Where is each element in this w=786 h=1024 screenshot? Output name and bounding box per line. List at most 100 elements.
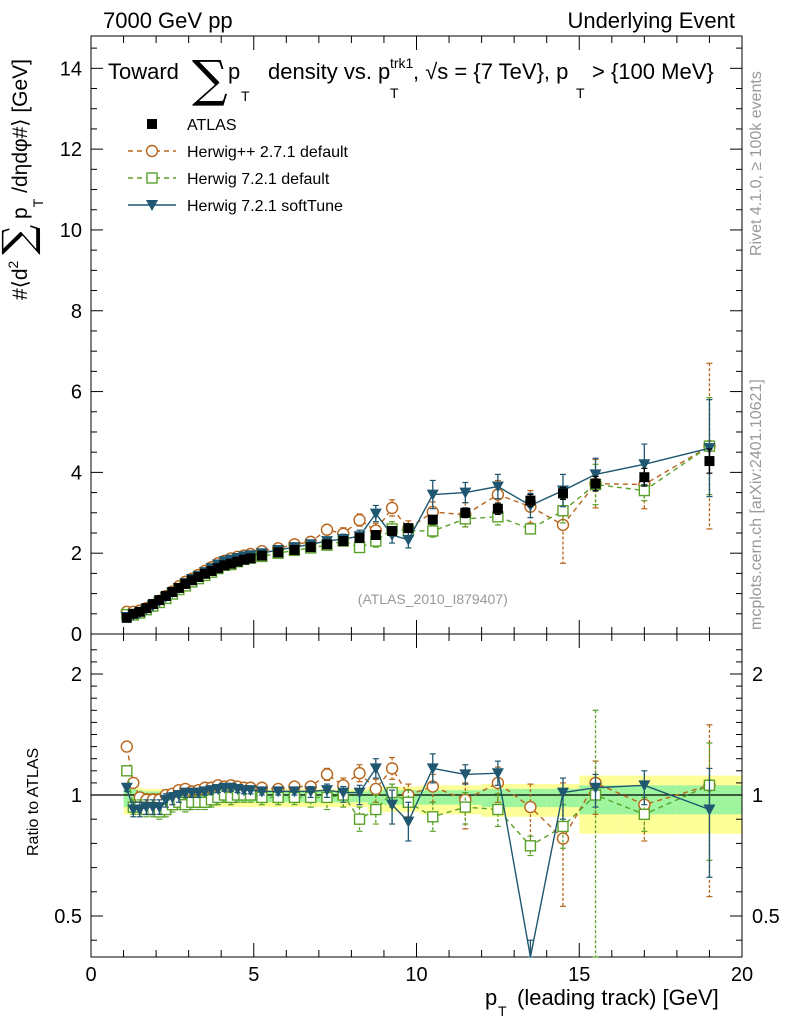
data-point [120, 782, 133, 794]
legend-item: Herwig 7.2.1 softTune [128, 198, 343, 215]
data-point [320, 785, 333, 797]
analysis-watermark: (ATLAS_2010_I879407) [358, 591, 508, 607]
data-point [589, 782, 602, 794]
data-point [353, 541, 366, 554]
data-point [166, 792, 179, 804]
legend-item: ATLAS [147, 117, 237, 134]
ratio-y-tick-label: 1 [752, 785, 763, 807]
band-inner-bin [420, 790, 450, 805]
data-point [338, 536, 349, 547]
data-point [212, 563, 223, 574]
data-point [403, 523, 414, 534]
data-point [321, 539, 332, 550]
x-tick-label: 10 [405, 964, 427, 986]
data-point [225, 558, 236, 569]
band-inner-bin [123, 788, 131, 808]
x-axis-label: pT (leading track) [GeV] [485, 985, 719, 1021]
data-point [180, 578, 191, 589]
y-tick-label: 12 [60, 139, 82, 161]
ratio-y-tick-label: 1 [71, 785, 82, 807]
ratio-y-ticks: 0.5 0.5 1 1 2 2 [54, 649, 780, 941]
data-point [255, 786, 268, 798]
data-point [206, 565, 217, 576]
data-point [369, 763, 382, 775]
legend-label: Herwig 7.2.1 softTune [187, 198, 343, 215]
data-point [385, 762, 399, 775]
data-point [557, 820, 569, 833]
data-point [147, 599, 158, 610]
legend-marker [147, 119, 157, 129]
data-point [141, 603, 152, 614]
header-right: Underlying Event [567, 8, 735, 33]
data-point [353, 513, 366, 527]
data-point [354, 532, 365, 543]
data-point [353, 813, 366, 825]
data-point [134, 606, 145, 617]
y-tick-label: 2 [71, 543, 82, 565]
data-point [427, 525, 439, 537]
data-point [639, 472, 650, 483]
data-point [128, 608, 139, 619]
legend: ATLAS Herwig++ 2.7.1 default Herwig 7.2.1 … [128, 117, 349, 215]
data-point [153, 802, 166, 814]
series-herwig-7-2-1-softtune [120, 753, 716, 958]
x-ticks: 0 5 10 15 20 [85, 36, 753, 986]
data-point [244, 785, 257, 797]
data-point [491, 481, 504, 493]
data-point [288, 786, 301, 798]
data-point [154, 595, 165, 606]
data-point [491, 768, 504, 780]
series-herwig-7-2-1-default [121, 397, 716, 621]
legend-label: Herwig 7.2.1 default [187, 171, 330, 188]
data-point [402, 816, 415, 828]
data-point [703, 804, 716, 816]
data-point [238, 554, 249, 565]
series-herwig-7-2-1-softtune [120, 399, 716, 624]
data-point [638, 780, 651, 792]
main-title: Toward ∑ pT density vs. ptrk1 T , √s = {7… [108, 50, 714, 108]
ratio-y-tick-label: 0.5 [752, 906, 780, 928]
legend-item: Herwig 7.2.1 default [128, 171, 330, 188]
data-point [638, 808, 651, 821]
data-point [427, 514, 438, 525]
y-tick-label: 0 [71, 624, 82, 646]
legend-label: Herwig++ 2.7.1 default [187, 144, 349, 161]
data-point [273, 547, 284, 558]
data-point [369, 508, 382, 520]
data-point [369, 782, 383, 796]
data-point [524, 840, 537, 852]
data-point [320, 768, 334, 781]
data-point [402, 534, 415, 546]
data-point [387, 525, 398, 536]
legend-marker [146, 172, 158, 184]
band-inner-bin [514, 788, 547, 808]
data-point [304, 786, 317, 798]
data-point [590, 478, 601, 489]
data-point [186, 575, 197, 586]
data-point [121, 612, 132, 623]
series-line [126, 445, 710, 616]
series-line [126, 445, 710, 613]
x-tick-label: 0 [85, 964, 96, 986]
data-point [459, 487, 472, 499]
ratio-y-tick-label: 0.5 [54, 906, 82, 928]
data-point [460, 507, 471, 518]
ratio-y-tick-label: 2 [752, 664, 763, 686]
data-point [370, 803, 382, 816]
data-point [459, 769, 472, 781]
data-point [173, 582, 184, 593]
series-atlas [121, 448, 715, 623]
data-point [121, 765, 133, 777]
header-left: 7000 GeV pp [103, 8, 233, 33]
legend-marker [146, 200, 158, 211]
ratio-y-tick-label: 2 [71, 664, 82, 686]
x-tick-label: 5 [248, 964, 259, 986]
data-point [589, 469, 602, 481]
data-point [289, 544, 300, 555]
data-point [320, 523, 334, 536]
y-tick-label: 4 [71, 462, 82, 484]
x-tick-label: 20 [731, 964, 753, 986]
data-point [524, 800, 537, 814]
data-point [426, 763, 439, 775]
data-point [525, 495, 536, 506]
